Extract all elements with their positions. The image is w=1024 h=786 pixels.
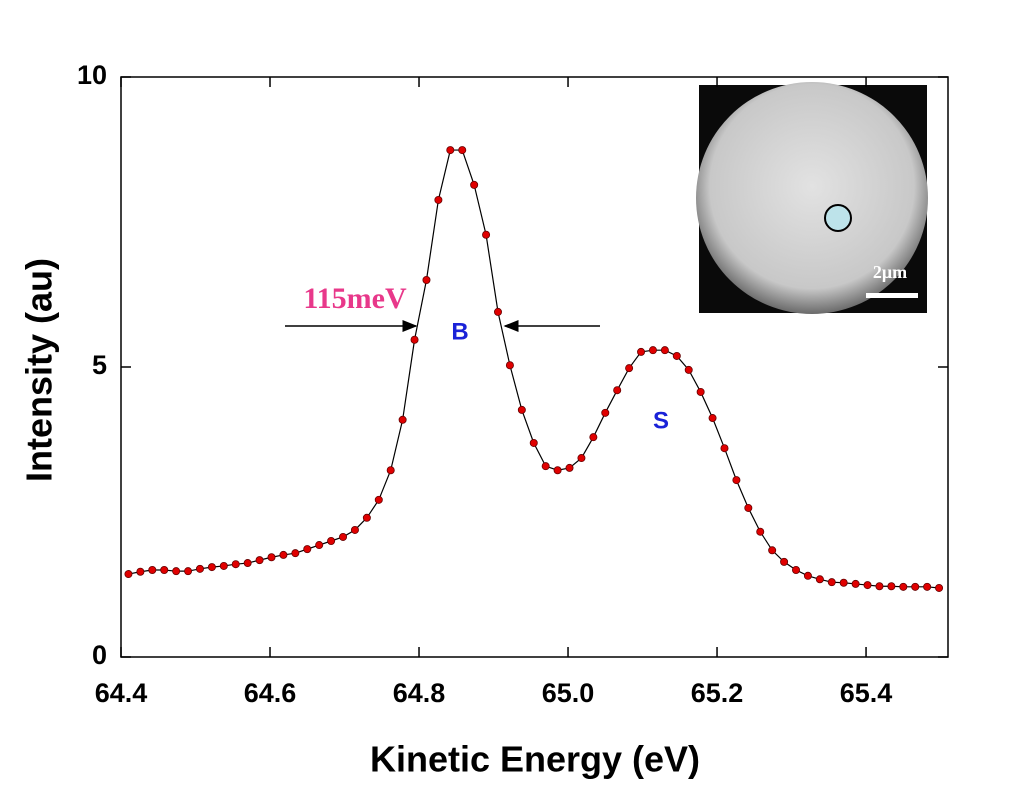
data-point	[267, 553, 276, 562]
data-point	[577, 454, 586, 463]
scale-bar	[866, 293, 918, 298]
data-point	[780, 557, 789, 566]
data-point	[493, 307, 502, 316]
data-point	[172, 567, 181, 576]
data-point	[589, 433, 598, 442]
data-point	[565, 463, 574, 472]
data-point	[839, 578, 848, 587]
data-point	[517, 405, 526, 414]
data-point	[315, 541, 324, 550]
data-point	[684, 365, 693, 374]
data-point	[708, 414, 717, 423]
data-point	[696, 387, 705, 396]
data-point	[350, 525, 359, 534]
data-point	[243, 559, 252, 568]
data-point	[434, 195, 443, 204]
data-point	[911, 582, 920, 591]
data-point	[303, 545, 312, 554]
data-point	[613, 386, 622, 395]
data-point	[160, 566, 169, 575]
data-point	[648, 346, 657, 355]
data-point	[541, 462, 550, 471]
data-point	[184, 567, 193, 576]
data-point	[482, 230, 491, 239]
scale-label: 2μm	[873, 262, 907, 282]
data-point	[637, 347, 646, 356]
data-point	[148, 566, 157, 575]
inset-spot	[824, 204, 852, 232]
annotation: S	[653, 407, 669, 434]
data-point	[207, 563, 216, 572]
data-point	[660, 346, 669, 355]
x-tick-label: 65.2	[691, 678, 744, 708]
data-point	[720, 444, 729, 453]
annotation: 115meV	[303, 282, 407, 315]
data-point	[410, 335, 419, 344]
data-point	[374, 495, 383, 504]
data-point	[851, 579, 860, 588]
data-point	[398, 415, 407, 424]
data-point	[768, 546, 777, 555]
y-tick-label: 10	[77, 60, 107, 90]
x-tick-label: 64.4	[95, 678, 148, 708]
y-tick-label: 0	[92, 640, 107, 670]
data-point	[386, 466, 395, 475]
data-point	[124, 570, 133, 579]
y-axis-label: Intensity (au)	[19, 258, 60, 482]
y-tick-label: 5	[92, 350, 107, 380]
x-tick-label: 64.6	[244, 678, 297, 708]
data-point	[446, 146, 455, 155]
data-point	[887, 582, 896, 591]
data-point	[362, 513, 371, 522]
data-point	[553, 466, 562, 475]
data-point	[470, 180, 479, 189]
inset: 2μm	[696, 82, 928, 314]
data-point	[255, 556, 264, 565]
data-point	[195, 564, 204, 573]
data-point	[219, 561, 228, 570]
inset-disc	[696, 82, 928, 314]
annotation: B	[451, 318, 468, 345]
data-point	[935, 583, 944, 592]
data-point	[327, 537, 336, 546]
data-point	[863, 581, 872, 590]
data-point	[923, 582, 932, 591]
x-axis-label: Kinetic Energy (eV)	[370, 739, 700, 780]
data-point	[744, 503, 753, 512]
data-point	[756, 527, 765, 536]
data-point	[625, 364, 634, 373]
data-point	[815, 575, 824, 584]
x-tick-label: 64.8	[393, 678, 446, 708]
data-point	[601, 408, 610, 417]
data-point	[505, 361, 514, 370]
data-point	[899, 582, 908, 591]
data-point	[732, 476, 741, 485]
data-point	[279, 550, 288, 559]
data-point	[339, 532, 348, 541]
data-point	[136, 567, 145, 576]
data-point	[529, 438, 538, 447]
data-point	[422, 275, 431, 284]
data-point	[827, 578, 836, 587]
data-point	[803, 571, 812, 580]
data-point	[672, 351, 681, 360]
data-point	[231, 560, 240, 569]
x-tick-label: 65.0	[542, 678, 595, 708]
data-point	[458, 146, 467, 155]
data-point	[875, 582, 884, 591]
x-tick-label: 65.4	[840, 678, 893, 708]
data-point	[792, 566, 801, 575]
data-point	[291, 549, 300, 558]
